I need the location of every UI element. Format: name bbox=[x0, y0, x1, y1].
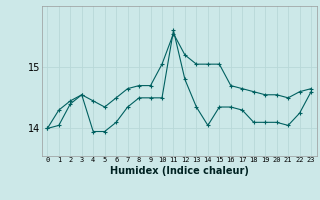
X-axis label: Humidex (Indice chaleur): Humidex (Indice chaleur) bbox=[110, 166, 249, 176]
